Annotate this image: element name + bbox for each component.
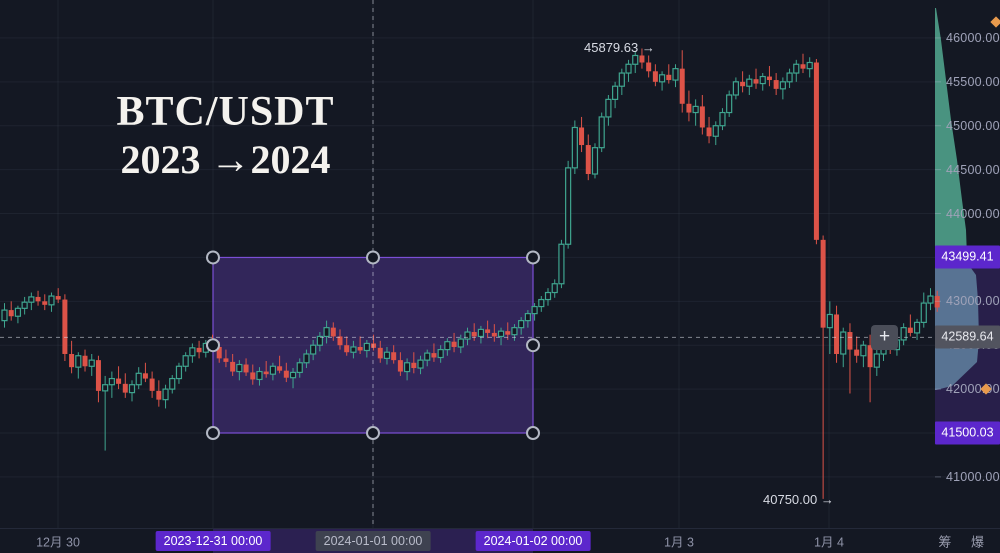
selection-handle[interactable] [206, 250, 220, 265]
volume-profile-blue [935, 257, 979, 390]
price-axis-label: 44000.00 [946, 206, 1000, 221]
volume-profile [935, 8, 979, 390]
selection-handle[interactable] [526, 338, 540, 353]
selection-handle[interactable] [206, 426, 220, 441]
crosshair-price-badge: 42589.64 [935, 325, 1000, 349]
time-axis: 12月 30 2023-12-31 00:00 2024-01-01 00:00 20… [0, 528, 1000, 553]
selection-handle[interactable] [366, 426, 380, 441]
selection-price-badge: 43499.41 [935, 245, 1000, 269]
price-axis-label: 43000.00 [946, 294, 1000, 309]
selection-handle[interactable] [366, 250, 380, 265]
volume-profile-teal [935, 8, 967, 257]
selection-time-badge: 2023-12-31 00:00 [155, 531, 271, 551]
price-axis-label: 45500.00 [946, 74, 1000, 89]
selection-handle[interactable] [206, 338, 220, 353]
price-axis-label: 45000.00 [946, 118, 1000, 133]
price-axis-label: 44500.00 [946, 162, 1000, 177]
selection-handles[interactable] [206, 250, 540, 441]
time-axis-label: 1月 3 [664, 535, 694, 550]
candlestick-series [1, 48, 940, 499]
selection-time-badge: 2024-01-02 00:00 [475, 531, 591, 551]
price-axis-label: 42000.00 [946, 382, 1000, 397]
crosshair-plus-icon[interactable]: + [871, 325, 898, 350]
price-axis-label: 46000.00 [946, 30, 1000, 45]
peak-price-annotation: 45879.63 → [584, 40, 655, 55]
indicator-toggle-labels[interactable]: 筹 爆 [938, 534, 992, 550]
selection-handle[interactable] [526, 426, 540, 441]
time-axis-label: 1月 4 [814, 535, 844, 550]
selection-price-badge: 41500.03 [935, 421, 1000, 445]
time-axis-label: 12月 30 [36, 535, 80, 550]
selection-handle[interactable] [526, 250, 540, 265]
crosshair-time-badge: 2024-01-01 00:00 [315, 531, 431, 551]
price-axis-label: 41000.00 [946, 469, 1000, 484]
trough-price-annotation: 40750.00 → [763, 492, 834, 507]
